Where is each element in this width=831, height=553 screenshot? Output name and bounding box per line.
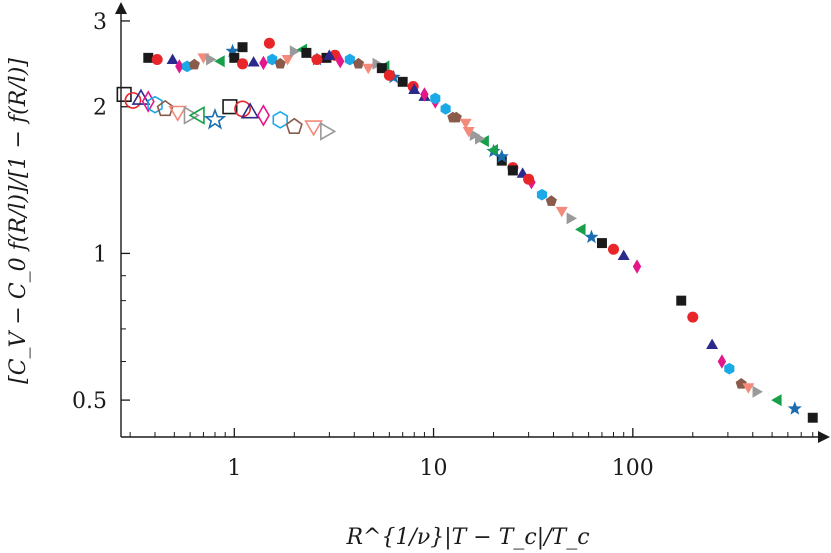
- triangle-up-marker: [247, 56, 260, 67]
- square-marker: [143, 52, 154, 63]
- circle-marker: [523, 173, 535, 185]
- square-marker: [397, 76, 408, 87]
- circle-marker: [263, 37, 275, 49]
- star-marker: [203, 107, 227, 130]
- y-axis: [115, 2, 127, 437]
- circle-marker: [607, 243, 620, 255]
- triangle-down-marker: [742, 383, 755, 394]
- pentagon-marker: [352, 57, 365, 69]
- triangle-down-marker: [459, 118, 472, 130]
- triangle-up-marker: [166, 53, 179, 64]
- diamond-marker: [420, 87, 429, 102]
- pentagon-marker: [285, 117, 303, 134]
- hexagon-marker: [430, 92, 441, 105]
- circle-marker: [311, 53, 323, 66]
- triangle-right-marker: [566, 212, 578, 225]
- diamond-marker: [175, 59, 184, 74]
- circle-marker: [687, 311, 699, 323]
- triangle-up-marker: [617, 249, 630, 261]
- circle-marker: [383, 69, 395, 81]
- x-axis-arrow: [818, 431, 830, 443]
- triangle-left-marker: [575, 223, 586, 236]
- triangle-down-marker: [281, 55, 294, 66]
- hexagon-marker: [724, 362, 735, 375]
- pentagon-marker: [274, 57, 286, 69]
- triangle-left-marker: [188, 106, 205, 125]
- tick-labels: 1 10 100 0.5 1 2 3: [72, 10, 654, 481]
- y-tick-label: 0.5: [72, 389, 107, 414]
- y-tick-label: 2: [93, 96, 107, 121]
- circle-marker: [151, 53, 163, 66]
- triangle-down-marker: [462, 126, 475, 138]
- triangle-right-marker: [475, 132, 486, 145]
- x-axis-label: R^{1/ν}|T − T_c|/T_c: [345, 525, 589, 550]
- square-marker: [596, 238, 607, 249]
- y-axis-label: [C_V − C_0 f(R/l)]/[1 − f(R/l)]: [6, 58, 31, 384]
- star-marker: [584, 229, 599, 244]
- triangle-left-marker: [214, 55, 225, 68]
- x-tick-label: 1: [227, 456, 241, 481]
- triangle-up-marker: [323, 49, 336, 60]
- y-tick-label: 1: [93, 242, 107, 267]
- square-marker: [229, 52, 240, 63]
- triangle-up-marker: [240, 102, 260, 119]
- triangle-up-marker: [408, 83, 421, 94]
- hexagon-marker: [267, 53, 278, 66]
- hexagon-marker: [536, 188, 548, 201]
- triangle-down-marker: [555, 206, 568, 218]
- triangle-right-marker: [183, 106, 200, 125]
- y-axis-arrow: [115, 2, 127, 14]
- triangle-left-marker: [487, 144, 499, 157]
- diamond-marker: [259, 55, 268, 71]
- square-marker: [376, 63, 387, 74]
- square-marker: [301, 47, 312, 58]
- data-markers: [116, 37, 818, 423]
- circle-marker: [124, 92, 142, 109]
- square-marker: [222, 99, 238, 115]
- diamond-marker: [632, 259, 642, 274]
- triangle-down-marker: [304, 120, 323, 137]
- triangle-up-marker: [706, 338, 719, 350]
- pentagon-marker: [188, 58, 200, 70]
- square-marker: [807, 412, 818, 423]
- diamond-marker: [256, 104, 270, 127]
- triangle-right-marker: [206, 53, 217, 66]
- x-tick-label: 10: [420, 456, 448, 481]
- y-tick-label: 3: [93, 10, 107, 35]
- ticks: [121, 20, 814, 437]
- square-marker: [116, 86, 132, 103]
- triangle-right-marker: [469, 129, 481, 141]
- pentagon-marker: [545, 195, 557, 206]
- pentagon-marker: [447, 111, 459, 123]
- diamond-marker: [717, 354, 727, 369]
- hexagon-marker: [440, 103, 451, 115]
- triangle-right-marker: [289, 45, 301, 58]
- x-axis: [121, 431, 830, 443]
- hexagon-marker: [272, 110, 288, 129]
- hexagon-marker: [147, 95, 163, 114]
- square-marker: [237, 42, 248, 53]
- square-marker: [676, 295, 687, 306]
- x-tick-label: 100: [612, 456, 654, 481]
- triangle-down-marker: [168, 105, 188, 122]
- hexagon-marker: [344, 53, 355, 66]
- circle-marker: [237, 58, 249, 70]
- triangle-right-marker: [752, 385, 763, 398]
- triangle-left-marker: [771, 394, 782, 407]
- square-marker: [507, 165, 518, 176]
- star-marker: [787, 401, 802, 415]
- pentagon-marker: [156, 99, 174, 117]
- diamond-marker: [336, 54, 345, 69]
- triangle-right-marker: [320, 122, 337, 141]
- star-marker: [494, 149, 509, 163]
- triangle-down-marker: [362, 63, 375, 75]
